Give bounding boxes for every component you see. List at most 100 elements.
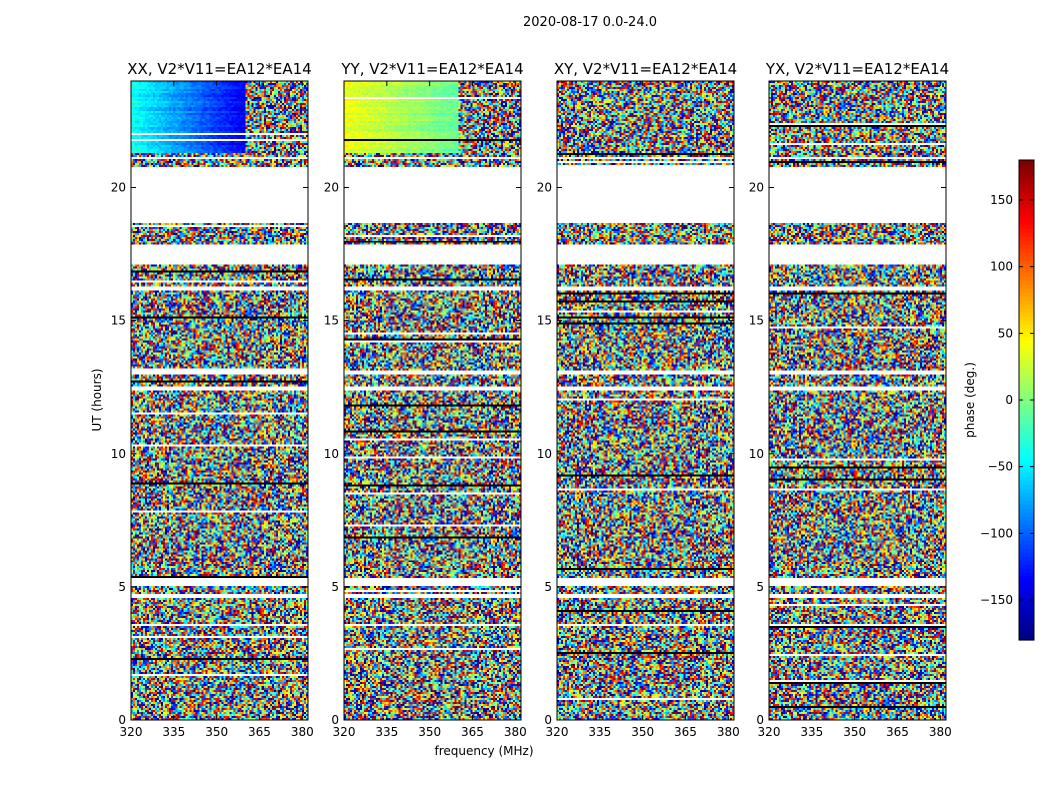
colorbar-segment bbox=[1019, 552, 1034, 557]
colorbar-segment bbox=[1019, 500, 1034, 505]
colorbar-segment bbox=[1019, 300, 1034, 305]
y-tick-label: 20 bbox=[749, 181, 764, 195]
colorbar-segment bbox=[1019, 584, 1034, 589]
panels: XX, V2*V11=EA12*EA14 0 5 10 15 20 320 335 350 365… bbox=[111, 60, 952, 739]
colorbar-segment bbox=[1019, 312, 1034, 317]
colorbar-segment bbox=[1019, 292, 1034, 297]
y-axis-label: UT (hours) bbox=[90, 368, 104, 431]
colorbar-segment bbox=[1019, 372, 1034, 377]
x-tick-label: 350 bbox=[843, 725, 866, 739]
colorbar-segment bbox=[1019, 512, 1034, 517]
y-tick-label: 10 bbox=[111, 447, 126, 461]
colorbar-segment bbox=[1019, 204, 1034, 209]
colorbar-segment bbox=[1019, 632, 1034, 637]
y-tick-label: 0 bbox=[756, 713, 764, 727]
panel-3: XY, V2*V11=EA12*EA14 0 5 10 15 20 320 335 350 365… bbox=[537, 60, 740, 739]
colorbar-segment bbox=[1019, 316, 1034, 321]
colorbar-segment bbox=[1019, 404, 1034, 409]
panel-title: XY, V2*V11=EA12*EA14 bbox=[554, 60, 737, 78]
colorbar-segment bbox=[1019, 384, 1034, 389]
colorbar-segment bbox=[1019, 248, 1034, 253]
colorbar-segment bbox=[1019, 536, 1034, 541]
colorbar-segment bbox=[1019, 508, 1034, 513]
colorbar-segment bbox=[1019, 328, 1034, 333]
colorbar-segment bbox=[1019, 600, 1034, 605]
colorbar-segment bbox=[1019, 472, 1034, 477]
colorbar-segment bbox=[1019, 280, 1034, 285]
colorbar-segment bbox=[1019, 224, 1034, 229]
panel-frame bbox=[130, 80, 309, 721]
colorbar-segment bbox=[1019, 228, 1034, 233]
x-tick-label: 320 bbox=[758, 725, 781, 739]
colorbar-segment bbox=[1019, 168, 1034, 173]
figure-title: 2020-08-17 0.0-24.0 bbox=[523, 15, 657, 30]
colorbar-segment bbox=[1019, 400, 1034, 405]
colorbar-segment bbox=[1019, 416, 1034, 421]
colorbar-segment bbox=[1019, 232, 1034, 237]
x-tick-label: 380 bbox=[717, 725, 740, 739]
x-tick-label: 380 bbox=[929, 725, 952, 739]
colorbar-segment bbox=[1019, 352, 1034, 357]
colorbar-segment bbox=[1019, 380, 1034, 385]
colorbar-segment bbox=[1019, 340, 1034, 345]
colorbar-label: phase (deg.) bbox=[963, 362, 977, 438]
colorbar-segment bbox=[1019, 628, 1034, 633]
colorbar-segment bbox=[1019, 420, 1034, 425]
y-tick-label: 10 bbox=[537, 447, 552, 461]
colorbar-segment bbox=[1019, 348, 1034, 353]
colorbar-segment bbox=[1019, 520, 1034, 525]
colorbar-segment bbox=[1019, 344, 1034, 349]
colorbar-segment bbox=[1019, 608, 1034, 613]
colorbar-segment bbox=[1019, 188, 1034, 193]
x-tick-label: 365 bbox=[248, 725, 271, 739]
colorbar-segment bbox=[1019, 548, 1034, 553]
colorbar-segment bbox=[1019, 360, 1034, 365]
colorbar-segment bbox=[1019, 160, 1034, 165]
y-tick-label: 15 bbox=[537, 314, 552, 328]
colorbar-segment bbox=[1019, 324, 1034, 329]
heatmap-image bbox=[557, 81, 734, 720]
y-tick-label: 0 bbox=[118, 713, 126, 727]
colorbar-segment bbox=[1019, 620, 1034, 625]
panel-4: YX, V2*V11=EA12*EA14 0 5 10 15 20 320 335 350 365… bbox=[749, 60, 952, 739]
colorbar-segment bbox=[1019, 412, 1034, 417]
colorbar-segment bbox=[1019, 408, 1034, 413]
colorbar-segment bbox=[1019, 636, 1034, 641]
colorbar-segment bbox=[1019, 612, 1034, 617]
y-tick-label: 15 bbox=[749, 314, 764, 328]
x-tick-label: 320 bbox=[120, 725, 143, 739]
x-tick-label: 380 bbox=[291, 725, 314, 739]
panel-frame bbox=[556, 80, 735, 721]
colorbar-tick-label: 150 bbox=[990, 193, 1013, 207]
colorbar-segment bbox=[1019, 244, 1034, 249]
colorbar-segment bbox=[1019, 184, 1034, 189]
colorbar-segment bbox=[1019, 336, 1034, 341]
colorbar-tick-label: −100 bbox=[980, 526, 1013, 540]
colorbar-segment bbox=[1019, 588, 1034, 593]
colorbar-segment bbox=[1019, 164, 1034, 169]
y-tick-label: 20 bbox=[324, 181, 339, 195]
colorbar-segment bbox=[1019, 436, 1034, 441]
colorbar-segment bbox=[1019, 308, 1034, 313]
colorbar-segment bbox=[1019, 388, 1034, 393]
panel-frame bbox=[768, 80, 947, 721]
colorbar-segment bbox=[1019, 476, 1034, 481]
heatmap-image bbox=[131, 81, 308, 720]
colorbar-tick-label: 0 bbox=[1005, 393, 1013, 407]
colorbar-segment bbox=[1019, 468, 1034, 473]
colorbar-segment bbox=[1019, 484, 1034, 489]
colorbar-segment bbox=[1019, 596, 1034, 601]
colorbar-segment bbox=[1019, 532, 1034, 537]
colorbar-segment bbox=[1019, 460, 1034, 465]
y-tick-label: 5 bbox=[331, 580, 339, 594]
colorbar-segment bbox=[1019, 524, 1034, 529]
panel-title: XX, V2*V11=EA12*EA14 bbox=[127, 60, 311, 78]
colorbar-segment bbox=[1019, 240, 1034, 245]
colorbar-segment bbox=[1019, 304, 1034, 309]
colorbar-segment bbox=[1019, 424, 1034, 429]
colorbar-segment bbox=[1019, 580, 1034, 585]
colorbar-segment bbox=[1019, 268, 1034, 273]
colorbar-segment bbox=[1019, 200, 1034, 205]
colorbar-segment bbox=[1019, 332, 1034, 337]
